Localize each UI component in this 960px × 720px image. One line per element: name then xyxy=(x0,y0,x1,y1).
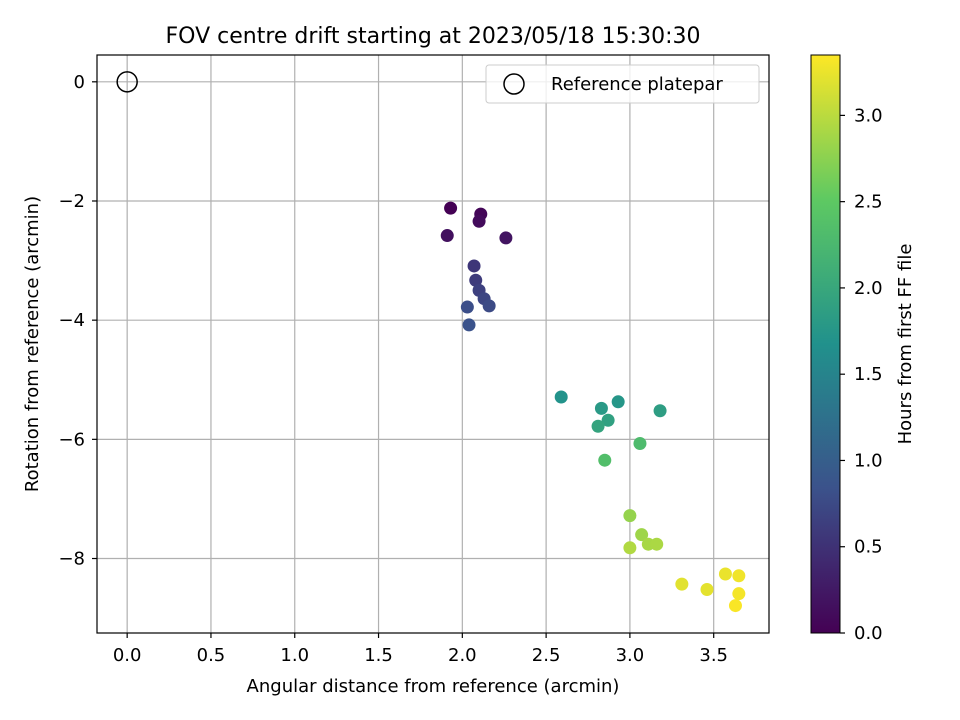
data-point xyxy=(675,577,689,591)
colorbar-tick-label: 1.5 xyxy=(854,364,883,385)
chart-title: FOV centre drift starting at 2023/05/18 … xyxy=(166,24,701,49)
plot-frame xyxy=(96,54,770,634)
data-point xyxy=(598,453,612,467)
data-point xyxy=(460,300,474,314)
x-tick-label: 0.5 xyxy=(197,645,226,666)
data-point xyxy=(462,318,476,332)
colorbar-tick-label: 3.0 xyxy=(854,105,883,126)
y-tick-label: −8 xyxy=(58,549,85,570)
data-point xyxy=(467,259,481,273)
data-point xyxy=(591,419,605,433)
y-tick-label: −4 xyxy=(58,310,85,331)
plot-grid xyxy=(97,55,769,633)
data-point xyxy=(499,231,513,245)
data-point xyxy=(635,528,649,542)
data-point xyxy=(440,229,454,243)
reference-point xyxy=(116,71,138,93)
x-tick-label: 2.5 xyxy=(532,645,561,666)
colorbar-ticks: 0.0 0.5 1.0 1.5 2.0 2.5 3.0 xyxy=(840,105,883,644)
x-axis-ticks: 0.0 0.5 1.0 1.5 2.0 2.5 3.0 3.5 xyxy=(113,633,728,666)
x-tick-label: 1.0 xyxy=(280,645,309,666)
y-axis-label: Rotation from reference (arcmin) xyxy=(22,196,43,492)
legend: Reference platepar xyxy=(485,64,760,104)
legend-label: Reference platepar xyxy=(551,74,723,95)
plot-points xyxy=(116,71,746,613)
data-point xyxy=(472,214,486,228)
colorbar-tick-label: 0.5 xyxy=(854,537,883,558)
colorbar-tick-label: 2.0 xyxy=(854,278,883,299)
data-point xyxy=(728,599,742,613)
x-tick-label: 1.5 xyxy=(364,645,393,666)
data-point xyxy=(650,537,664,551)
data-point xyxy=(623,541,637,555)
x-tick-label: 0.0 xyxy=(113,645,142,666)
colorbar: 0.0 0.5 1.0 1.5 2.0 2.5 3.0 Hours from first F… xyxy=(810,54,916,644)
colorbar-tick-label: 2.5 xyxy=(854,192,883,213)
data-point xyxy=(700,583,714,597)
y-tick-label: −6 xyxy=(58,429,85,450)
data-point xyxy=(594,401,608,415)
data-point xyxy=(469,273,483,287)
data-point xyxy=(653,404,667,418)
legend-marker-open-circle xyxy=(503,73,525,95)
colorbar-gradient xyxy=(810,54,841,634)
x-tick-label: 3.5 xyxy=(699,645,728,666)
data-point xyxy=(623,509,637,523)
data-point xyxy=(732,587,746,601)
data-point xyxy=(633,437,647,451)
y-tick-label: −2 xyxy=(58,191,85,212)
colorbar-label: Hours from first FF file xyxy=(895,244,916,445)
x-axis-label: Angular distance from reference (arcmin) xyxy=(247,676,620,697)
data-point xyxy=(611,395,625,409)
x-tick-label: 2.0 xyxy=(448,645,477,666)
legend-box xyxy=(485,64,760,104)
colorbar-tick-label: 0.0 xyxy=(854,623,883,644)
x-tick-label: 3.0 xyxy=(616,645,645,666)
data-point xyxy=(732,569,746,583)
y-axis-ticks: 0 −2 −4 −6 −8 xyxy=(58,72,97,570)
data-point xyxy=(601,413,615,427)
data-point xyxy=(482,299,496,313)
colorbar-tick-label: 1.0 xyxy=(854,450,883,471)
y-tick-label: 0 xyxy=(74,72,85,93)
data-point xyxy=(444,201,458,215)
data-point xyxy=(554,390,568,404)
data-point xyxy=(718,567,732,581)
